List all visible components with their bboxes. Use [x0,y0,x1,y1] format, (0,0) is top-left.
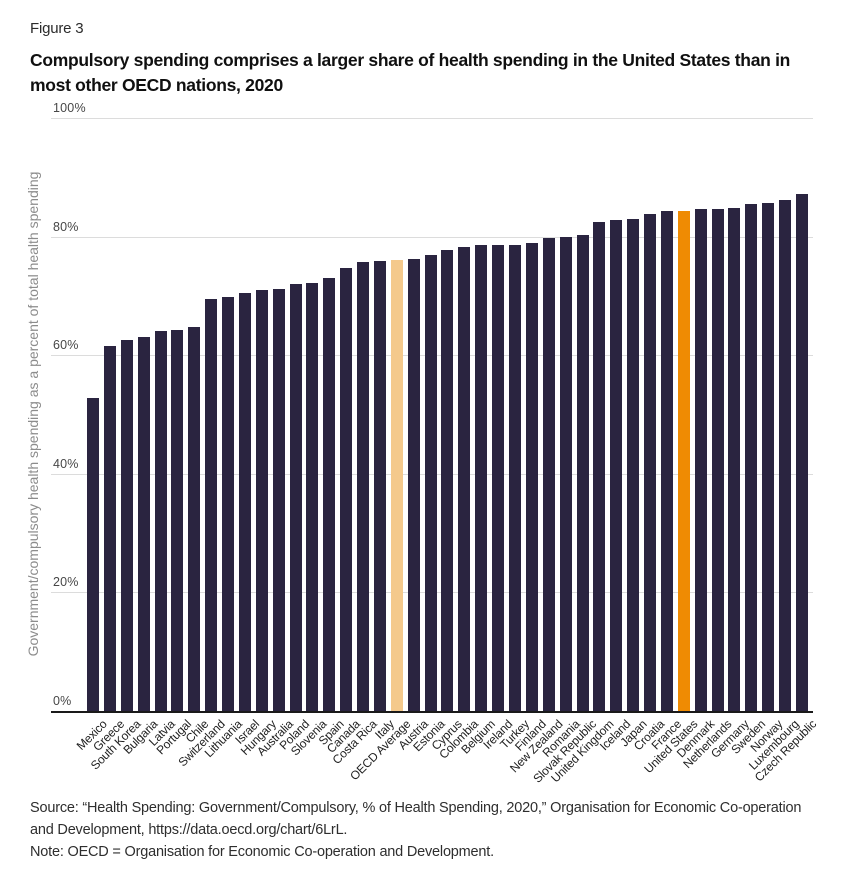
bar-luxembourg [779,199,792,711]
bar-chile [188,327,201,711]
bar-turkey [509,244,521,711]
bar-iceland [610,219,623,711]
bar-ireland [492,245,505,711]
x-axis-line [51,711,813,713]
bar-denmark [694,208,707,711]
y-axis-title: Government/compulsory health spending as… [25,171,41,657]
bar-costa-rica [357,262,370,711]
note-text: Note: OECD = Organisation for Economic C… [30,844,494,860]
bar-greece [103,345,116,711]
y-tick-label-40: 40% [53,456,79,471]
bar-australia [272,288,285,711]
y-tick-label-60: 60% [53,338,79,353]
bar-poland [289,284,302,711]
bar-germany [728,208,741,711]
bar-belgium [475,245,488,711]
chart-title: Compulsory spending comprises a larger s… [30,50,791,95]
bar-canada [340,268,353,711]
bar-japan [627,219,640,711]
bar-portugal [171,330,184,711]
bar-norway [762,203,775,711]
bar-colombia [458,246,471,711]
bar-latvia [154,331,167,711]
y-tick-label-100: 100% [53,101,86,115]
bar-cyprus [441,249,454,711]
bar-united-kingdom [593,222,606,711]
bar-switzerland [205,298,218,711]
bar-slovak-republic [576,234,589,711]
gridline-100 [51,118,813,119]
bar-austria [407,259,420,711]
bar-israel [238,292,251,711]
bar-bulgaria [137,337,150,711]
bar-france [660,210,673,711]
bar-hungary [255,289,268,711]
bar-czech-republic [795,193,808,711]
bar-oecd-average [390,260,403,711]
bar-new-zealand [542,238,555,711]
bar-slovenia [306,282,319,711]
bar-netherlands [711,208,724,711]
bar-south-korea [120,340,133,711]
bar-spain [323,278,336,711]
gridline-80 [51,237,813,238]
y-tick-label-0: 0% [53,694,72,708]
bar-sweden [745,203,758,711]
bar-croatia [644,214,657,711]
bar-romania [559,236,572,711]
source-note-block: Source: “Health Spending: Government/Com… [30,797,825,863]
bar-united-states [677,210,690,711]
bar-finland [525,243,538,711]
y-tick-label-80: 80% [53,219,79,234]
y-tick-label-20: 20% [53,575,79,590]
bar-mexico [87,398,99,711]
bar-italy [373,260,386,711]
figure-label: Figure 3 [30,20,84,37]
bar-lithuania [222,297,235,711]
source-text: Source: “Health Spending: Government/Com… [30,800,802,838]
bar-estonia [424,254,437,711]
